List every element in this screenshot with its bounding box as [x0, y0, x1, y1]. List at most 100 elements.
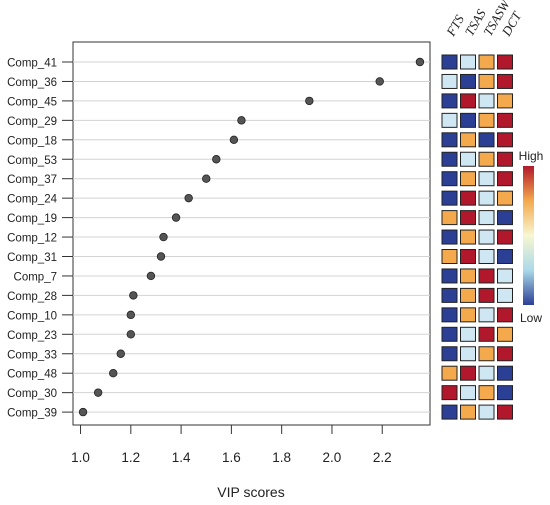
- data-point: [202, 174, 211, 183]
- heatmap-cell: [497, 229, 513, 245]
- heatmap-cell: [460, 404, 476, 420]
- heatmap-cell: [478, 190, 495, 206]
- heatmap-cell: [441, 112, 458, 128]
- data-points: [78, 57, 425, 417]
- y-tick-label: Comp_23: [7, 330, 57, 342]
- heatmap-cell: [497, 132, 513, 148]
- heatmap-cell: [441, 210, 458, 226]
- heatmap-cell: [460, 112, 476, 128]
- y-tick-label: Comp_28: [7, 291, 57, 303]
- heatmap-cell: [497, 190, 513, 206]
- heatmap-cell: [478, 404, 495, 420]
- heatmap-cell: [460, 249, 476, 264]
- heatmap-cell: [478, 385, 495, 401]
- y-tick-label: Comp_29: [7, 116, 57, 128]
- data-point: [375, 77, 384, 86]
- heatmap-cell: [497, 210, 513, 226]
- heatmap-cell: [441, 326, 458, 342]
- y-tick-label: Comp_31: [7, 252, 57, 264]
- colorbar-low-label: Low: [520, 311, 542, 325]
- data-point: [229, 135, 239, 144]
- y-tick-labels: Comp_41 Comp_36 Comp_45 Comp_29 Comp_18 Comp_…: [7, 58, 73, 420]
- heatmap-cell: [497, 171, 513, 187]
- grid-lines: [73, 61, 430, 413]
- heatmap-cell: [460, 346, 476, 362]
- data-point: [212, 155, 221, 164]
- y-tick-label: Comp_41: [7, 58, 57, 70]
- heatmap-cell: [478, 249, 495, 264]
- heatmap-cell: [478, 151, 495, 167]
- heatmap-cell: [460, 190, 476, 206]
- y-tick-label: Comp_30: [7, 388, 57, 400]
- heatmap-cell: [478, 268, 495, 284]
- heatmap-cell: [460, 132, 476, 148]
- y-tick-label: Comp_7: [14, 271, 57, 283]
- heatmap-cell: [460, 171, 476, 187]
- data-point: [159, 232, 168, 242]
- data-point: [129, 291, 138, 300]
- heatmap-cell: [460, 210, 476, 226]
- heatmap-cell: [497, 346, 513, 362]
- x-tick-label: 1.8: [272, 450, 291, 465]
- heatmap-cell: [460, 287, 476, 303]
- colorbar-high-label: High: [519, 149, 544, 163]
- y-tick-label: Comp_36: [7, 77, 57, 89]
- y-tick-label: Comp_37: [7, 174, 57, 186]
- heatmap-cell: [460, 268, 476, 284]
- heatmap-cell: [497, 287, 513, 303]
- heatmap-cell: [497, 404, 513, 420]
- data-point: [146, 271, 156, 281]
- data-point: [78, 407, 88, 417]
- heatmap-cell: [497, 385, 513, 401]
- data-point: [116, 349, 125, 358]
- data-point: [184, 193, 193, 203]
- heatmap-cell: [478, 307, 495, 323]
- y-tick-label: Comp_39: [7, 408, 57, 420]
- heatmap-cell: [497, 307, 513, 323]
- plot-frame: [72, 41, 431, 426]
- heatmap-cell: [497, 73, 513, 89]
- heatmap-cell: [441, 151, 458, 167]
- x-tick-label: 1.2: [121, 450, 140, 465]
- y-tick-label: Comp_53: [7, 155, 57, 167]
- heatmap-cell: [460, 365, 476, 381]
- y-tick-label: Comp_48: [7, 369, 57, 381]
- heatmap-cell: [478, 54, 495, 70]
- heatmap-cell: [460, 73, 476, 89]
- heatmap-cell: [441, 249, 458, 264]
- x-tick-label: 2.0: [323, 450, 342, 465]
- heatmap-cell: [460, 151, 476, 167]
- heatmap-cell: [460, 307, 476, 323]
- heatmap-cell: [441, 385, 458, 401]
- heatmap-cell: [441, 171, 458, 187]
- heatmap-cell: [441, 404, 458, 420]
- x-tick-label: 2.2: [373, 450, 392, 465]
- heatmap-cell: [441, 229, 458, 245]
- heatmap-cell: [478, 132, 495, 148]
- heatmap-cell: [460, 385, 476, 401]
- heatmap-cell: [478, 171, 495, 187]
- y-tick-label: Comp_10: [7, 310, 57, 322]
- heatmap-cell: [460, 229, 476, 245]
- x-tick-label: 1.6: [222, 450, 241, 465]
- heatmap-cell: [478, 93, 495, 109]
- heatmap-cell: [441, 54, 458, 70]
- y-tick-label: Comp_12: [7, 233, 57, 245]
- heatmap-cell: [478, 73, 495, 89]
- y-tick-label: Comp_33: [7, 349, 57, 361]
- heatmap-cell: [441, 287, 458, 303]
- y-tick-label: Comp_24: [7, 194, 57, 206]
- heatmap-cell: [460, 326, 476, 342]
- data-point: [415, 57, 425, 67]
- heatmap-cell: [441, 190, 458, 206]
- heatmap-cell: [441, 93, 458, 109]
- y-tick-label: Comp_18: [7, 135, 57, 147]
- x-axis: 1.0 1.2 1.4 1.6 1.8 2.0 2.2: [71, 425, 392, 465]
- heatmap-cell: [441, 268, 458, 284]
- heatmap-cell: [497, 249, 513, 264]
- x-axis-label: VIP scores: [217, 484, 284, 500]
- y-tick-label: Comp_19: [7, 213, 57, 225]
- heatmap-cell: [478, 210, 495, 226]
